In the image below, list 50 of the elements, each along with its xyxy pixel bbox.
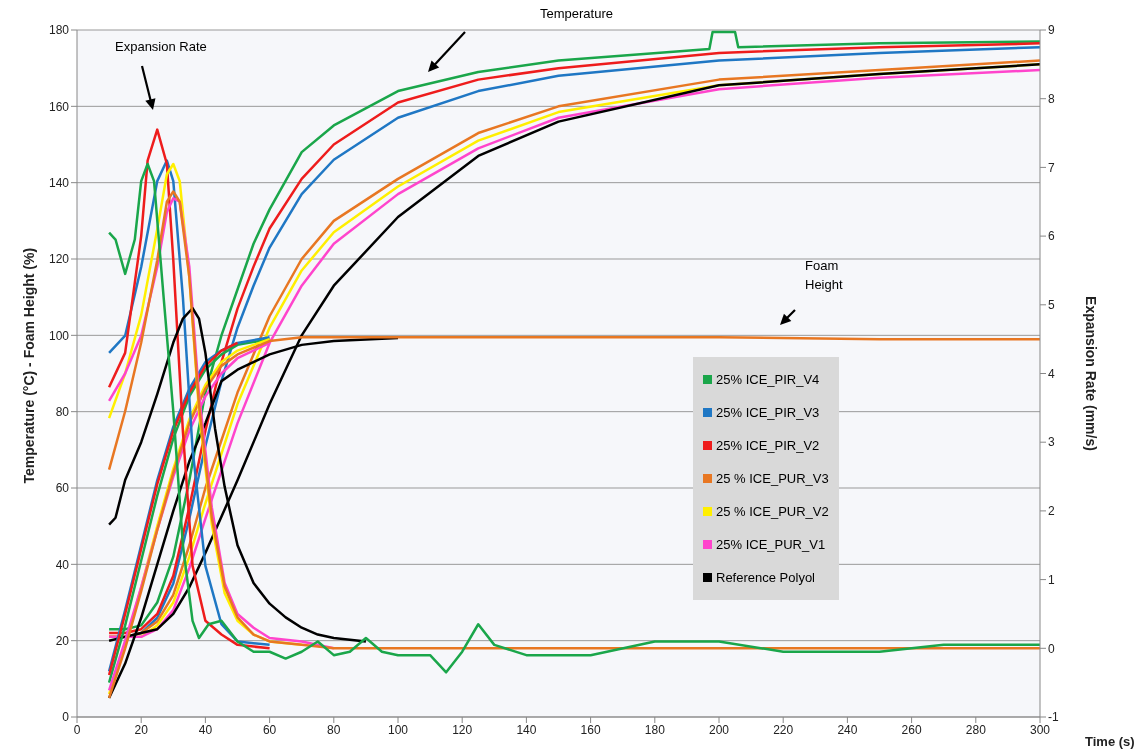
x-axis-title: Time (s) [1085,734,1135,749]
legend-label: 25 % ICE_PUR_V3 [716,471,829,486]
y2-tick-label: 6 [1048,229,1055,244]
y-tick-label: 80 [55,404,70,419]
x-tick-label: 280 [965,722,987,737]
x-tick-label: 60 [262,722,277,737]
y-tick-label: 140 [48,175,70,190]
y-tick-label: 160 [48,99,70,114]
y2-tick-label: 8 [1048,91,1055,106]
y2-axis-title: Expansion Rate (mm/s) [1083,296,1100,451]
legend-label: Reference Polyol [716,570,815,585]
legend-label: 25% ICE_PUR_V1 [716,537,826,552]
x-tick-label: 300 [1029,722,1051,737]
y-tick-label: 120 [48,252,70,267]
x-tick-label: 220 [773,722,794,737]
y2-tick-label: -1 [1048,710,1059,725]
x-tick-label: 100 [387,722,409,737]
y2-tick-label: 4 [1048,366,1055,381]
y2-tick-label: 2 [1048,504,1055,519]
x-tick-label: 120 [452,722,473,737]
annotation: Expansion Rate [115,39,207,54]
x-tick-label: 20 [134,722,149,737]
y2-tick-label: 5 [1048,298,1055,313]
y-tick-label: 20 [55,633,70,648]
legend-label: 25% ICE_PIR_V4 [716,372,820,387]
text: Temperature [540,6,613,21]
x-tick-label: 180 [644,722,666,737]
x-tick-label: 240 [837,722,858,737]
legend-label: 25% ICE_PIR_V3 [716,405,820,420]
x-tick-label: 260 [901,722,922,737]
x-tick-label: 80 [327,722,341,737]
y2-tick-label: 3 [1048,435,1055,450]
y2-tick-label: 7 [1048,160,1055,175]
legend-label: 25 % ICE_PUR_V2 [716,504,829,519]
x-tick-label: 40 [198,722,213,737]
y-tick-label: 180 [48,23,70,38]
x-tick-label: 160 [580,722,601,737]
y2-tick-label: 1 [1048,572,1055,587]
x-tick-label: 0 [73,722,81,737]
y-tick-label: 100 [48,328,70,343]
y-tick-label: 40 [55,557,70,572]
x-tick-label: 140 [516,722,537,737]
y-tick-label: 60 [55,481,70,496]
y2-tick-label: 9 [1048,23,1055,38]
y-axis-title: Temperature (°C) - Foam Height (%) [20,247,37,484]
annotation: Foam Height [805,258,843,292]
legend-label: 25% ICE_PIR_V2 [716,438,820,453]
y2-tick-label: 0 [1048,641,1055,656]
y-tick-label: 0 [62,710,70,725]
x-tick-label: 200 [708,722,730,737]
